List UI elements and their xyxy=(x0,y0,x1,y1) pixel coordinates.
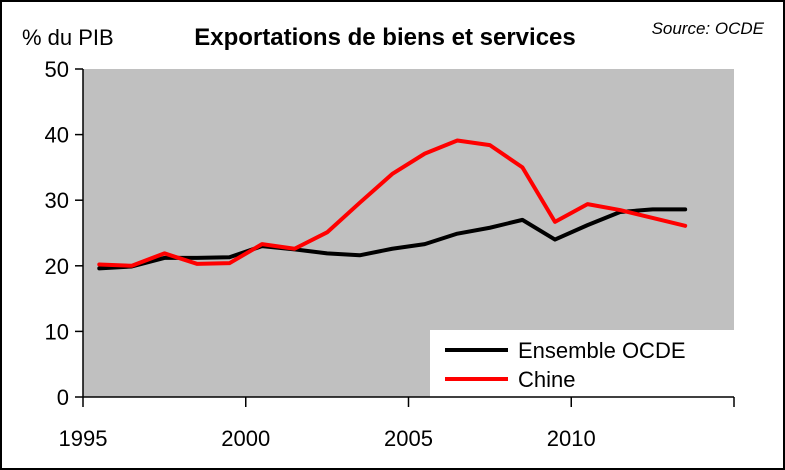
y-tick-label: 0 xyxy=(57,385,69,410)
series-line-1 xyxy=(97,138,688,268)
chart-title: Exportations de biens et services xyxy=(194,24,575,51)
y-tick-label: 50 xyxy=(45,57,69,82)
y-tick-label: 30 xyxy=(45,188,69,213)
series-lines xyxy=(97,138,688,271)
x-tick-label: 2000 xyxy=(221,426,270,451)
series-line-0 xyxy=(97,207,688,271)
x-tick-label: 2010 xyxy=(547,426,596,451)
legend: Ensemble OCDE Chine xyxy=(445,338,686,392)
legend-box xyxy=(430,330,734,397)
axes: 0 10 20 30 40 50 1995 2000 2005 2010 xyxy=(45,57,735,451)
y-tick-label: 20 xyxy=(45,254,69,279)
legend-label-0: Ensemble OCDE xyxy=(518,338,686,363)
source-label: Source: OCDE xyxy=(652,19,765,38)
y-tick-label: 40 xyxy=(45,123,69,148)
legend-label-1: Chine xyxy=(518,367,575,392)
y-tick-label: 10 xyxy=(45,319,69,344)
x-tick-label: 2005 xyxy=(384,426,433,451)
y-axis-label: % du PIB xyxy=(22,25,114,50)
x-tick-label: 1995 xyxy=(59,426,108,451)
